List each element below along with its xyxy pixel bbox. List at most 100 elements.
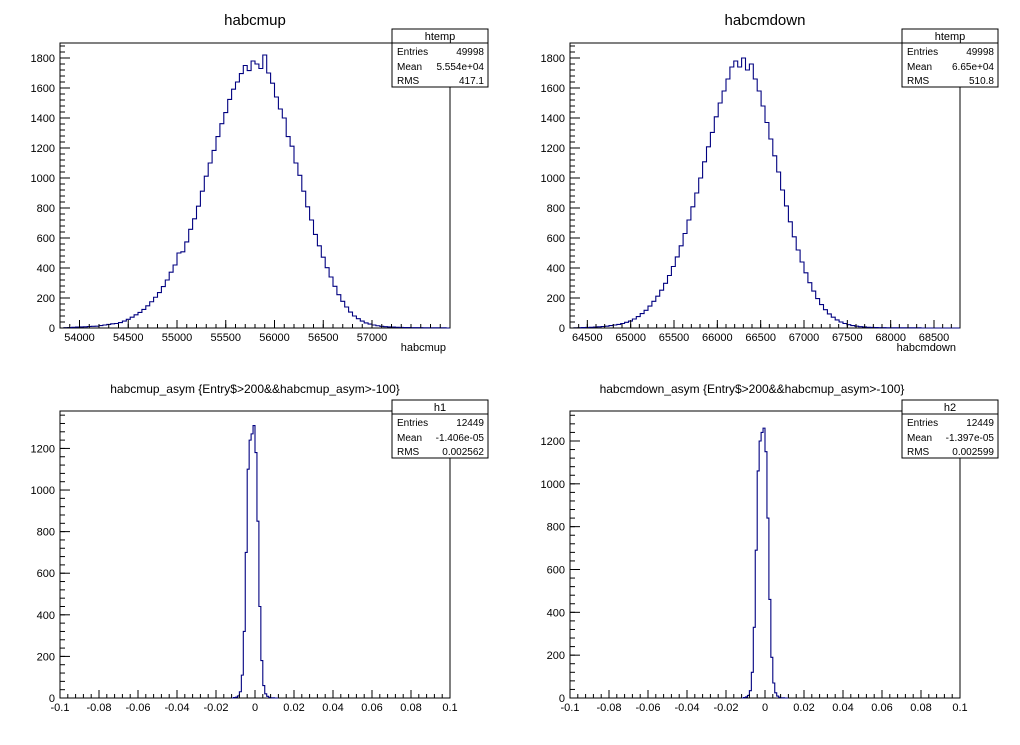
y-tick-label: 0 [559,693,565,705]
x-axis-title: habcmup [401,342,446,354]
pad-habcmup-asym: habcmup_asym {Entry$>200&&habcmup_asym>-… [31,382,489,714]
x-tick-label: 0.1 [952,702,967,714]
y-tick-label: 1200 [541,436,565,448]
y-tick-label: 200 [37,651,55,663]
axes: 54000 54500 55000 55500 56000 56500 57000 0 200 4… [31,45,451,344]
x-tick-label: 0.08 [400,702,421,714]
stats-value-entries: 12449 [456,418,484,429]
histogram [741,427,789,699]
x-tick-label: -0.08 [86,702,111,714]
stats-label-mean: Mean [907,433,932,444]
stats-label-rms: RMS [397,76,420,87]
y-tick-label: 1800 [541,53,565,65]
x-tick-label: 65000 [615,332,646,344]
x-tick-label: 55500 [210,332,241,344]
x-tick-label: 0.04 [322,702,343,714]
y-tick-label: 1200 [541,143,565,155]
stats-value-rms: 0.002562 [442,447,484,458]
pad-habcmdown-asym: habcmdown_asym {Entry$>200&&habcmup_asym… [541,382,999,714]
stats-label-entries: Entries [907,418,938,429]
stats-value-rms: 417.1 [459,76,484,87]
x-tick-label: 0.04 [832,702,853,714]
x-tick-label: 66000 [702,332,733,344]
stats-name: h1 [434,402,446,414]
stats-box: h1 Entries 12449 Mean -1.406e-05 RMS 0.0… [391,399,489,459]
y-tick-label: 200 [37,293,55,305]
y-tick-label: 800 [547,522,565,534]
stats-box: htemp Entries 49998 Mean 6.65e+04 RMS 51… [901,28,999,88]
stats-value-mean: 6.65e+04 [952,62,994,73]
y-tick-label: 1600 [31,83,55,95]
y-tick-label: 1400 [541,113,565,125]
y-tick-label: 0 [49,693,55,705]
histogram [60,54,450,329]
x-tick-label: 57000 [357,332,388,344]
y-tick-label: 800 [547,203,565,215]
stats-name: htemp [935,31,966,43]
stats-label-entries: Entries [397,418,428,429]
y-tick-label: 1000 [31,485,55,497]
x-tick-label: 0 [252,702,258,714]
pad-title: habcmup_asym {Entry$>200&&habcmup_asym>-… [110,382,400,396]
x-tick-label: 68000 [875,332,906,344]
stats-box: htemp Entries 49998 Mean 5.554e+04 RMS 4… [391,28,489,88]
x-tick-label: -0.02 [713,702,738,714]
stats-label-rms: RMS [907,447,930,458]
x-tick-label: 54000 [64,332,95,344]
stats-value-rms: 510.8 [969,76,994,87]
x-tick-label: 66500 [745,332,776,344]
y-tick-label: 0 [49,323,55,335]
y-tick-label: 0 [559,323,565,335]
y-tick-label: 200 [547,293,565,305]
histogram-outline [570,57,960,329]
stats-label-mean: Mean [397,433,422,444]
x-tick-label: 67500 [832,332,863,344]
stats-name: htemp [425,31,456,43]
y-tick-label: 1200 [31,443,55,455]
y-tick-label: 400 [547,607,565,619]
y-tick-label: 600 [37,568,55,580]
y-tick-label: 400 [37,263,55,275]
x-tick-label: -0.08 [596,702,621,714]
stats-label-rms: RMS [397,447,420,458]
x-tick-label: 0.02 [283,702,304,714]
stats-value-rms: 0.002599 [952,447,994,458]
y-tick-label: 1000 [31,173,55,185]
pad-habcmdown: habcmdown habcmdown htemp Entries 49998 … [541,12,999,354]
y-tick-label: 400 [37,610,55,622]
x-tick-label: 55000 [162,332,193,344]
y-tick-label: 1400 [31,113,55,125]
y-tick-label: 1800 [31,53,55,65]
axes: -0.1 -0.08 -0.06 -0.04 -0.02 0 0.02 0.04 0.06 0.0… [31,414,458,714]
stats-box: h2 Entries 12449 Mean -1.397e-05 RMS 0.0… [901,399,999,459]
x-tick-label: 0.02 [793,702,814,714]
x-tick-label: -0.06 [125,702,150,714]
pad-title: habcmdown_asym {Entry$>200&&habcmup_asym… [600,382,905,396]
y-tick-label: 1000 [541,479,565,491]
y-tick-label: 200 [547,650,565,662]
pad-title: habcmup [224,12,286,29]
x-tick-label: 54500 [113,332,144,344]
x-tick-label: 65500 [659,332,690,344]
stats-value-entries: 49998 [966,47,994,58]
pad-habcmup: habcmup habcmup htemp Entries 49998 Mean… [31,12,489,354]
x-tick-label: -0.04 [674,702,699,714]
stats-label-mean: Mean [907,62,932,73]
histogram-outline [231,425,279,699]
axes: 64500 65000 65500 66000 66500 67000 67500 68000… [541,45,961,344]
stats-value-mean: -1.397e-05 [946,433,995,444]
y-tick-label: 1000 [541,173,565,185]
x-tick-label: 56500 [308,332,339,344]
stats-label-mean: Mean [397,62,422,73]
y-tick-label: 400 [547,263,565,275]
x-tick-label: 67000 [789,332,820,344]
x-tick-label: 56000 [259,332,290,344]
stats-value-entries: 49998 [456,47,484,58]
x-tick-label: 68500 [919,332,950,344]
x-tick-label: -0.1 [51,702,70,714]
x-tick-label: 0.1 [442,702,457,714]
axes: -0.1 -0.08 -0.06 -0.04 -0.02 0 0.02 0.04 0.06 0.0… [541,414,968,714]
x-tick-label: 0.08 [910,702,931,714]
histogram [231,425,279,699]
